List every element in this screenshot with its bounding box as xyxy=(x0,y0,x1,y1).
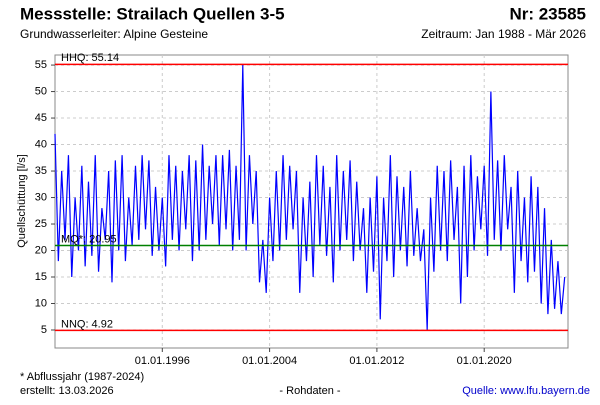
y-tick-label: 30 xyxy=(35,191,47,203)
y-axis-label: Quellschüttung [l/s] xyxy=(16,154,28,248)
y-tick-label: 15 xyxy=(35,271,47,283)
y-tick-label: 5 xyxy=(41,324,47,336)
y-tick-label: 50 xyxy=(35,85,47,97)
y-tick-label: 55 xyxy=(35,59,47,71)
subtitle: Grundwasserleiter: Alpine Gesteine xyxy=(20,27,208,41)
chart-title: Messstelle: Strailach Quellen 3-5 xyxy=(20,4,285,23)
period: Zeitraum: Jan 1988 - Mär 2026 xyxy=(421,27,586,41)
reference-label: HHQ: 55.14 xyxy=(61,52,119,64)
x-tick-label: 01.01.2004 xyxy=(242,355,297,367)
y-tick-label: 35 xyxy=(35,165,47,177)
reference-label: NNQ: 4.92 xyxy=(61,318,113,330)
x-tick-label: 01.01.1996 xyxy=(135,355,190,367)
y-tick-label: 45 xyxy=(35,112,47,124)
data-line xyxy=(54,65,566,331)
y-tick-label: 25 xyxy=(35,218,47,230)
y-tick-label: 20 xyxy=(35,244,47,256)
x-tick-label: 01.01.2020 xyxy=(457,355,512,367)
y-tick-label: 40 xyxy=(35,138,47,150)
x-tick-label: 01.01.2012 xyxy=(349,355,404,367)
rawdata-note: - Rohdaten - xyxy=(279,385,340,397)
footnote: * Abflussjahr (1987-2024) xyxy=(20,371,144,383)
source: Quelle: www.lfu.bayern.de xyxy=(462,385,590,397)
station-number: Nr: 23585 xyxy=(509,4,586,23)
y-tick-label: 10 xyxy=(35,297,47,309)
created: erstellt: 13.03.2026 xyxy=(20,385,114,397)
reference-label: MQ*: 20.95 xyxy=(61,233,117,245)
